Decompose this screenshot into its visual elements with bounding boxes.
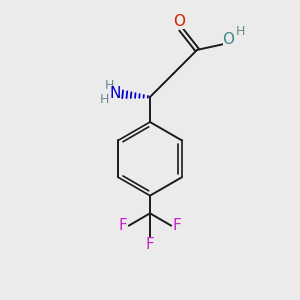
- Text: N: N: [110, 86, 121, 101]
- Text: F: F: [173, 218, 182, 233]
- Text: F: F: [118, 218, 127, 233]
- Text: O: O: [223, 32, 235, 47]
- Text: O: O: [173, 14, 185, 29]
- Text: H: H: [100, 93, 109, 106]
- Text: F: F: [146, 237, 154, 252]
- Text: H: H: [105, 79, 114, 92]
- Text: H: H: [236, 25, 245, 38]
